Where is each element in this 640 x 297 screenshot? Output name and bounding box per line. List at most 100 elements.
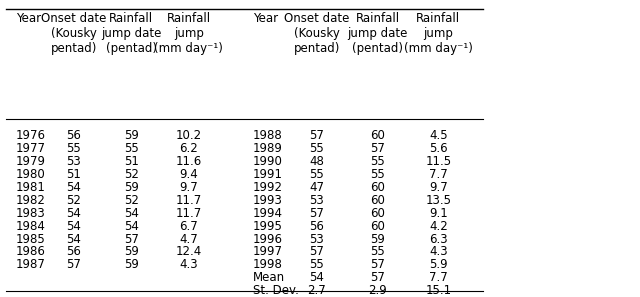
Text: 1984: 1984 [16,220,46,233]
Text: 1998: 1998 [253,258,283,271]
Text: 4.2: 4.2 [429,220,448,233]
Text: 1979: 1979 [16,155,46,168]
Text: 55: 55 [66,142,81,155]
Text: 1990: 1990 [253,155,283,168]
Text: 57: 57 [309,207,324,220]
Text: 54: 54 [124,207,139,220]
Text: Year: Year [16,12,41,25]
Text: 57: 57 [370,271,385,284]
Text: Onset date
(Kousky
pentad): Onset date (Kousky pentad) [41,12,106,55]
Text: 6.3: 6.3 [429,233,448,246]
Text: 51: 51 [124,155,139,168]
Text: 55: 55 [124,142,139,155]
Text: 57: 57 [309,129,324,142]
Text: 59: 59 [124,245,139,258]
Text: 1991: 1991 [253,168,283,181]
Text: St. Dev.: St. Dev. [253,284,299,297]
Text: 52: 52 [124,168,139,181]
Text: 48: 48 [309,155,324,168]
Text: 1995: 1995 [253,220,283,233]
Text: 54: 54 [309,271,324,284]
Text: 55: 55 [309,142,324,155]
Text: 11.7: 11.7 [175,207,202,220]
Text: 56: 56 [66,129,81,142]
Text: 57: 57 [370,258,385,271]
Text: 1994: 1994 [253,207,283,220]
Text: 1988: 1988 [253,129,282,142]
Text: 1977: 1977 [16,142,46,155]
Text: Mean: Mean [253,271,285,284]
Text: 9.7: 9.7 [429,181,448,194]
Text: 60: 60 [370,220,385,233]
Text: 51: 51 [66,168,81,181]
Text: 55: 55 [370,245,385,258]
Text: Onset date
(Kousky
pentad): Onset date (Kousky pentad) [284,12,349,55]
Text: 4.3: 4.3 [429,245,448,258]
Text: 56: 56 [66,245,81,258]
Text: 4.7: 4.7 [179,233,198,246]
Text: 53: 53 [309,194,324,207]
Text: 9.1: 9.1 [429,207,448,220]
Text: 1981: 1981 [16,181,46,194]
Text: 1985: 1985 [16,233,45,246]
Text: 1983: 1983 [16,207,45,220]
Text: 1989: 1989 [253,142,283,155]
Text: 60: 60 [370,194,385,207]
Text: 57: 57 [370,142,385,155]
Text: 1992: 1992 [253,181,283,194]
Text: 12.4: 12.4 [175,245,202,258]
Text: 54: 54 [124,220,139,233]
Text: 54: 54 [66,181,81,194]
Text: 1986: 1986 [16,245,46,258]
Text: 59: 59 [124,258,139,271]
Text: Rainfall
jump
(mm day⁻¹): Rainfall jump (mm day⁻¹) [154,12,223,55]
Text: 4.5: 4.5 [429,129,448,142]
Text: 1982: 1982 [16,194,46,207]
Text: 57: 57 [124,233,139,246]
Text: 59: 59 [370,233,385,246]
Text: 56: 56 [309,220,324,233]
Text: 55: 55 [370,155,385,168]
Text: Rainfall
jump date
(pentad): Rainfall jump date (pentad) [101,12,161,55]
Text: 6.2: 6.2 [179,142,198,155]
Text: 53: 53 [309,233,324,246]
Text: 5.6: 5.6 [429,142,448,155]
Text: 13.5: 13.5 [426,194,451,207]
Text: 47: 47 [309,181,324,194]
Text: 54: 54 [66,207,81,220]
Text: 1993: 1993 [253,194,283,207]
Text: 1996: 1996 [253,233,283,246]
Text: 52: 52 [66,194,81,207]
Text: Rainfall
jump
(mm day⁻¹): Rainfall jump (mm day⁻¹) [404,12,473,55]
Text: 2.9: 2.9 [368,284,387,297]
Text: 5.9: 5.9 [429,258,448,271]
Text: 1980: 1980 [16,168,45,181]
Text: 54: 54 [66,220,81,233]
Text: 1997: 1997 [253,245,283,258]
Text: 54: 54 [66,233,81,246]
Text: 60: 60 [370,181,385,194]
Text: 60: 60 [370,129,385,142]
Text: 11.7: 11.7 [175,194,202,207]
Text: Rainfall
jump date
(pentad): Rainfall jump date (pentad) [348,12,408,55]
Text: 57: 57 [309,245,324,258]
Text: 9.7: 9.7 [179,181,198,194]
Text: 1976: 1976 [16,129,46,142]
Text: 55: 55 [309,258,324,271]
Text: 53: 53 [66,155,81,168]
Text: Year: Year [253,12,278,25]
Text: 7.7: 7.7 [429,271,448,284]
Text: 6.7: 6.7 [179,220,198,233]
Text: 55: 55 [309,168,324,181]
Text: 11.6: 11.6 [175,155,202,168]
Text: 11.5: 11.5 [426,155,451,168]
Text: 4.3: 4.3 [179,258,198,271]
Text: 52: 52 [124,194,139,207]
Text: 10.2: 10.2 [176,129,202,142]
Text: 2.7: 2.7 [307,284,326,297]
Text: 57: 57 [66,258,81,271]
Text: 59: 59 [124,181,139,194]
Text: 60: 60 [370,207,385,220]
Text: 1987: 1987 [16,258,46,271]
Text: 55: 55 [370,168,385,181]
